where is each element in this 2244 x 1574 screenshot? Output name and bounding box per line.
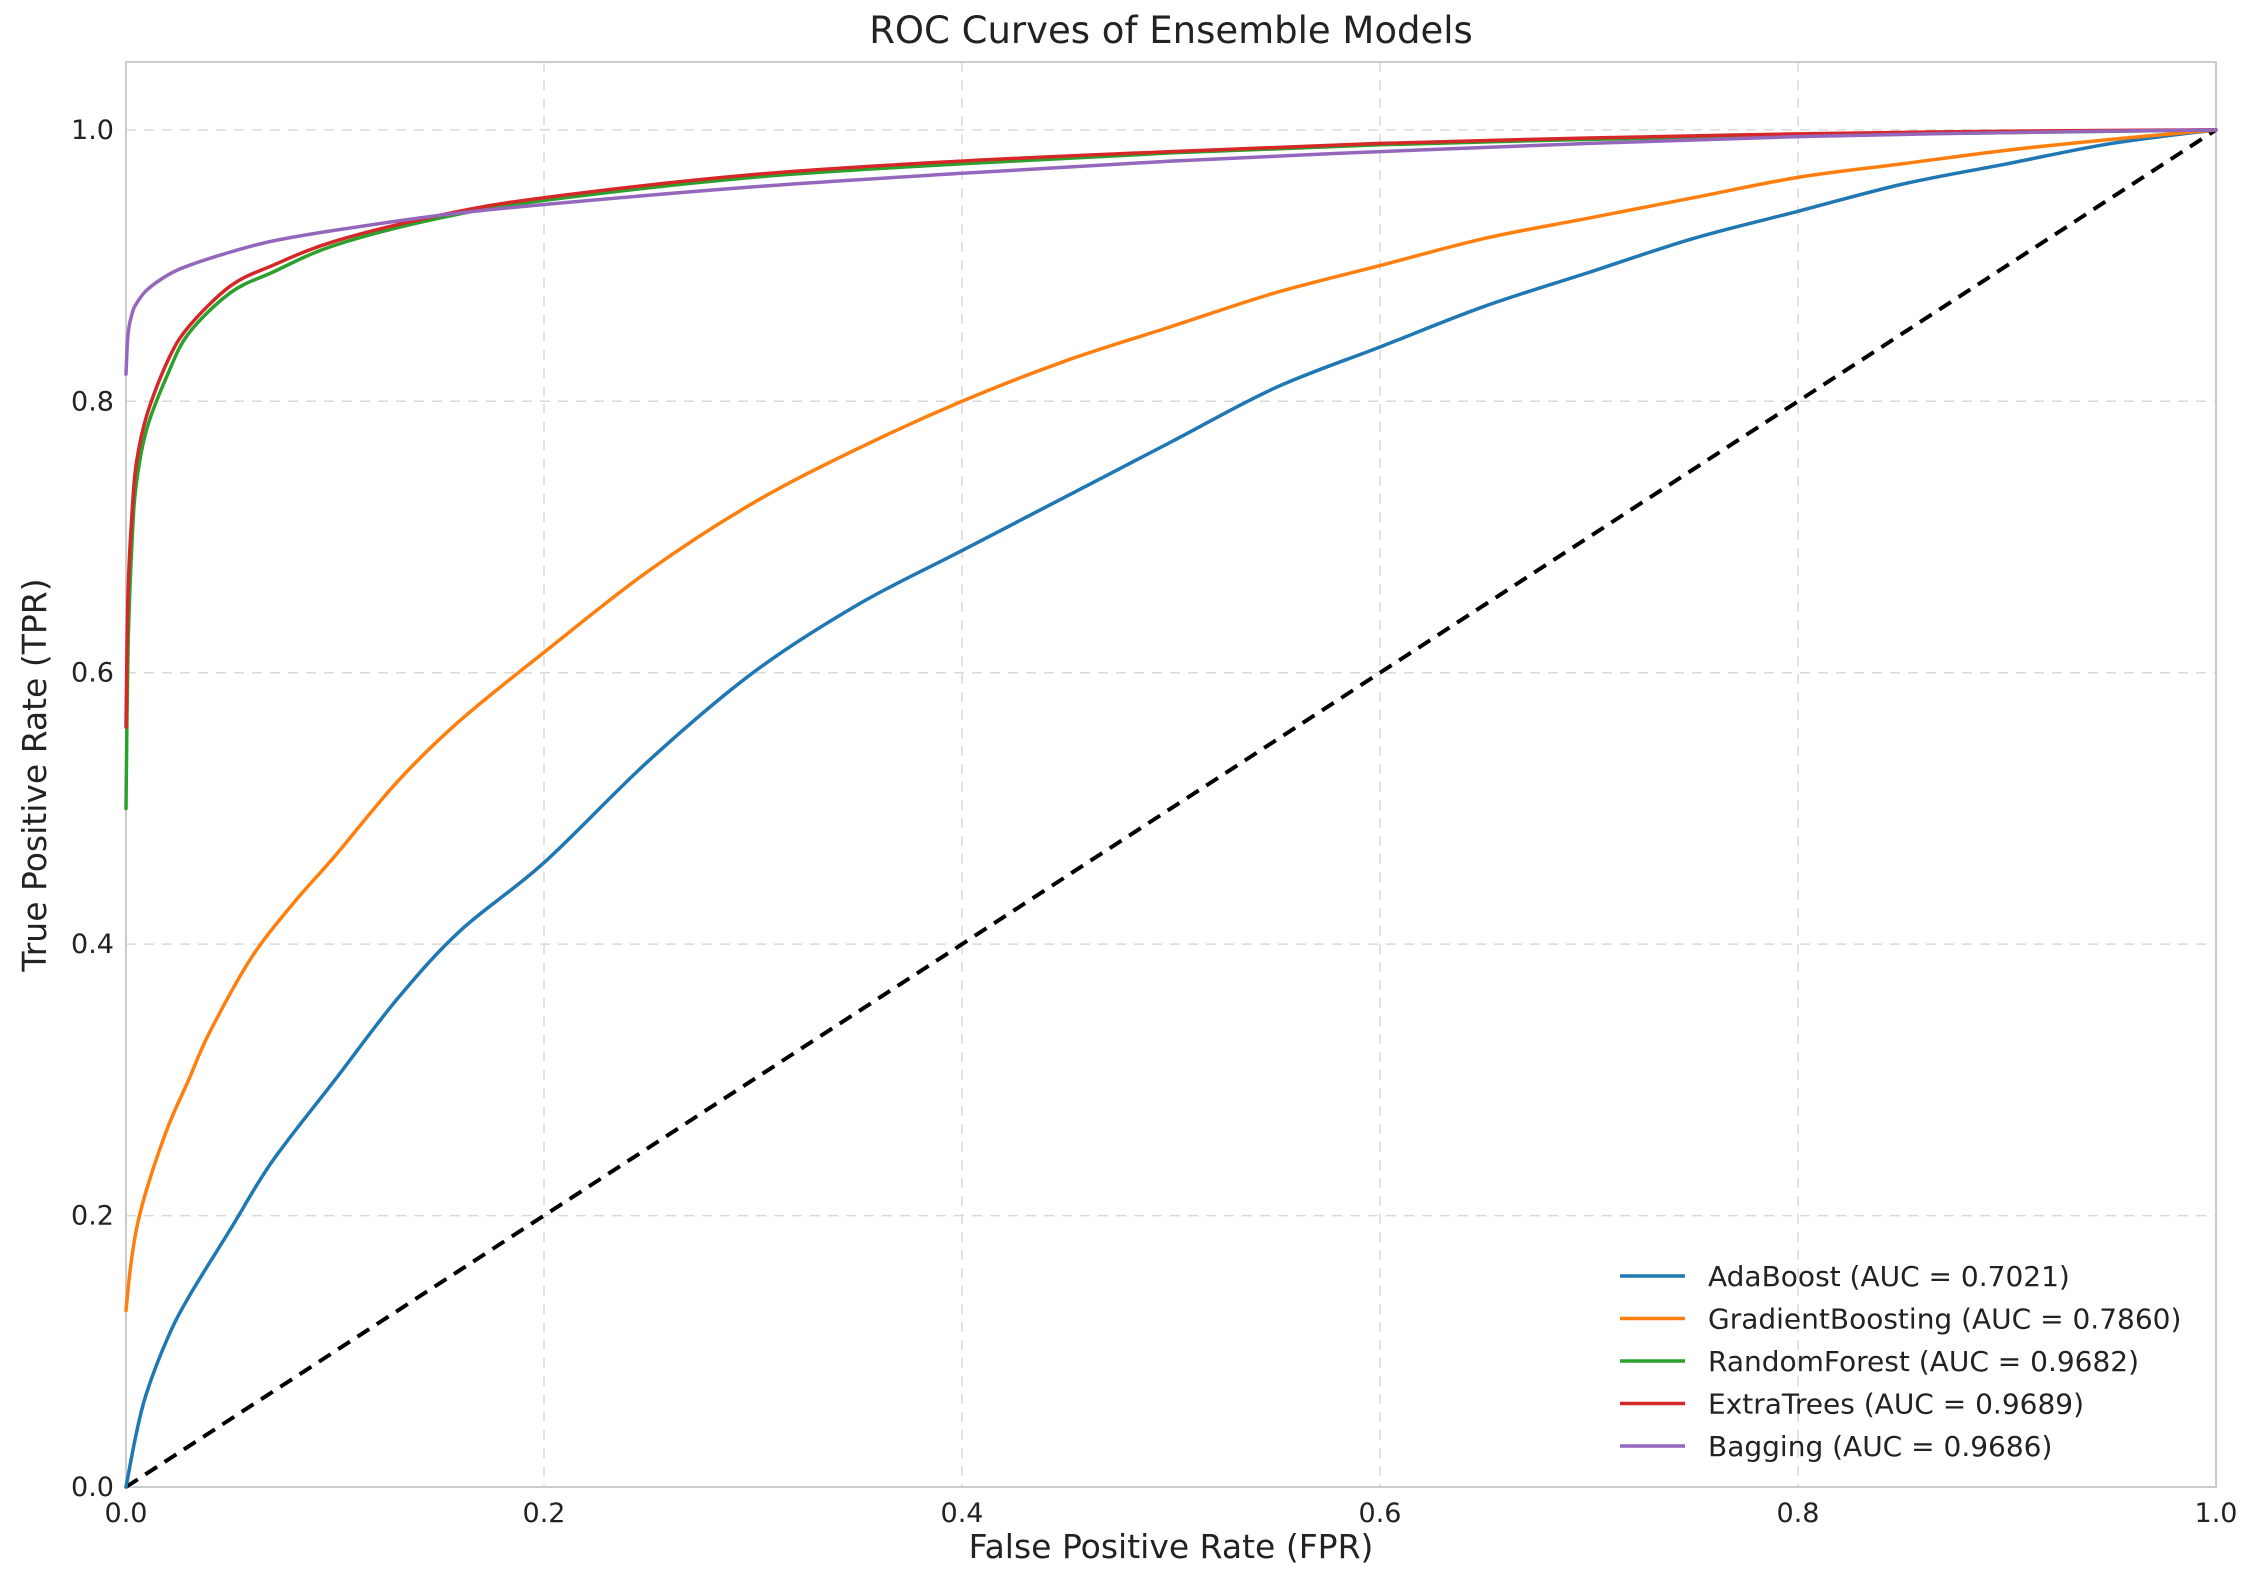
series-line-extratrees [124, 128, 2218, 729]
tick-labels: 0.0 0.2 0.4 0.6 0.8 1.0 0.0 0.2 0.4 0.6 0.8 1.0 [71, 115, 2237, 1529]
y-tick-label: 0.8 [71, 386, 114, 417]
legend: AdaBoost (AUC = 0.7021) GradientBoosting … [1620, 1260, 2181, 1463]
y-tick-label: 0.6 [71, 658, 114, 689]
series-line-gradientboosting [124, 128, 2218, 1313]
y-tick-label: 0.2 [71, 1201, 114, 1232]
x-tick-label: 0.4 [941, 1498, 984, 1529]
x-tick-label: 0.0 [105, 1498, 148, 1529]
legend-label-randomforest: RandomForest (AUC = 0.9682) [1708, 1345, 2139, 1378]
series-line-bagging [124, 128, 2218, 376]
y-tick-label: 1.0 [71, 115, 114, 146]
x-tick-label: 0.6 [1359, 1498, 1402, 1529]
legend-label-gradientboosting: GradientBoosting (AUC = 0.7860) [1708, 1303, 2181, 1336]
x-tick-label: 1.0 [2195, 1498, 2238, 1529]
y-tick-label: 0.0 [71, 1472, 114, 1503]
chart-title: ROC Curves of Ensemble Models [869, 9, 1473, 52]
series-line-adaboost [124, 128, 2218, 1489]
y-axis-label: True Positive Rate (TPR) [15, 578, 54, 972]
reference-line-layer [124, 128, 2218, 1489]
x-axis-label: False Positive Rate (FPR) [969, 1527, 1374, 1566]
x-tick-label: 0.8 [1777, 1498, 1820, 1529]
legend-label-extratrees: ExtraTrees (AUC = 0.9689) [1708, 1388, 2084, 1421]
x-tick-label: 0.2 [523, 1498, 566, 1529]
legend-label-bagging: Bagging (AUC = 0.9686) [1708, 1430, 2052, 1463]
series-layer [124, 128, 2218, 1489]
chance-diagonal-line [124, 128, 2218, 1489]
legend-label-adaboost: AdaBoost (AUC = 0.7021) [1708, 1260, 2070, 1293]
y-tick-label: 0.4 [71, 929, 114, 960]
